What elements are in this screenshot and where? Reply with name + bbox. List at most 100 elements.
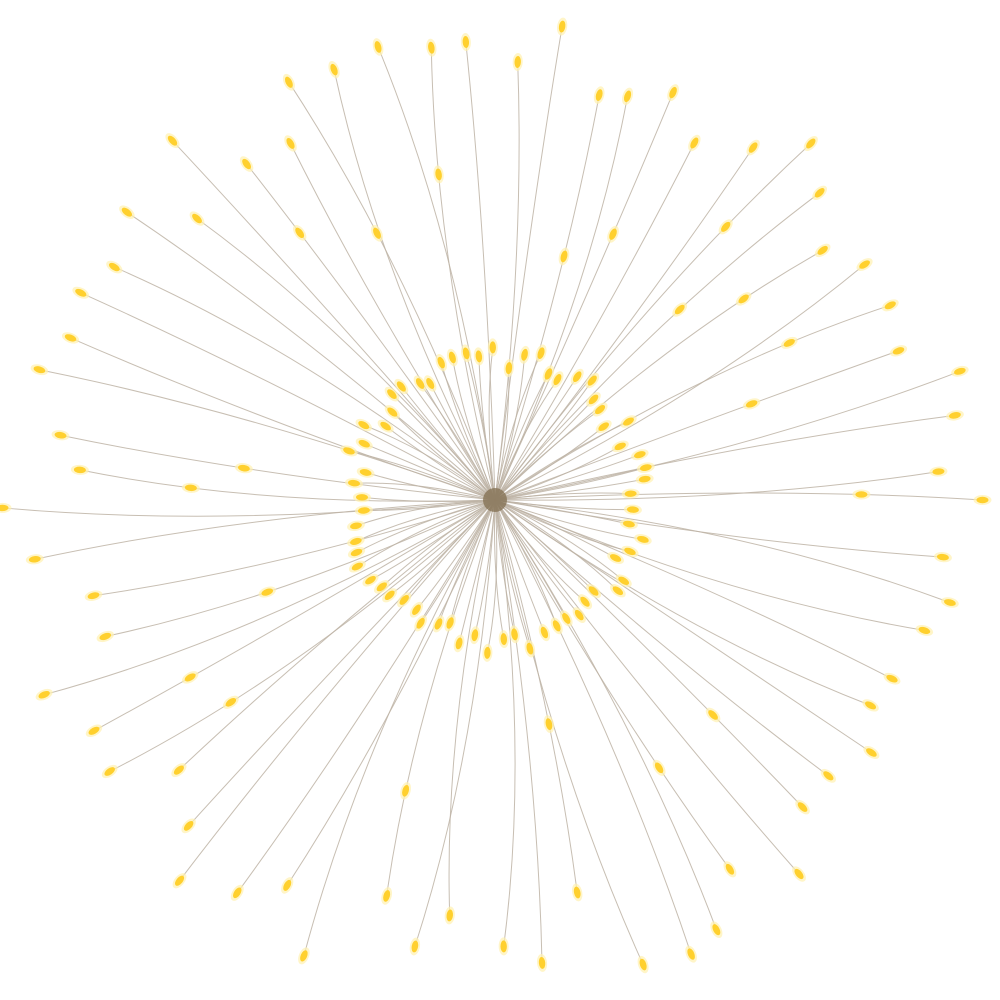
wire-strand	[494, 499, 578, 893]
led-bulb	[281, 877, 294, 894]
wire-strand	[494, 445, 621, 501]
led-bulb	[571, 883, 583, 902]
led-bulb	[620, 518, 638, 530]
wire-strand	[126, 211, 496, 501]
wire-strand	[303, 499, 496, 957]
wire-strand	[290, 143, 496, 501]
wire-strand	[370, 499, 496, 581]
wire-strand	[114, 266, 496, 501]
wire-strand	[493, 499, 505, 640]
led-bulb	[414, 615, 427, 632]
wire-strand	[494, 499, 692, 955]
led-bulb	[592, 402, 608, 417]
wire-strand	[494, 249, 823, 501]
wire-strand	[60, 434, 496, 501]
led-bulb	[623, 504, 642, 515]
wire-strand	[494, 499, 803, 808]
wire-strand	[429, 383, 496, 501]
led-bulb	[348, 560, 366, 573]
led-bulb	[355, 437, 373, 450]
wire-strand	[236, 499, 496, 894]
led-bulb	[586, 392, 601, 407]
wire-strand	[486, 499, 498, 653]
led-bulb	[397, 592, 412, 608]
led-bulb	[746, 139, 760, 156]
wire-strand	[377, 46, 496, 501]
led-bulb	[381, 887, 393, 905]
led-bulb	[469, 626, 480, 645]
wire-strand	[451, 357, 496, 501]
led-bulb	[235, 463, 253, 474]
wire-strand	[80, 292, 496, 501]
led-bulb	[355, 418, 372, 432]
led-bulb	[586, 583, 601, 599]
wire-strand	[494, 471, 939, 501]
led-bulb	[615, 574, 632, 588]
led-bulb	[570, 368, 584, 385]
center-hub	[483, 488, 507, 512]
led-bulbs	[0, 17, 992, 974]
led-bulb	[795, 799, 810, 815]
wire-strand	[93, 499, 496, 732]
led-bulb	[941, 597, 959, 608]
led-bulb	[792, 866, 806, 882]
led-bulb	[820, 768, 836, 783]
wire-strand	[178, 499, 496, 771]
led-bulb	[374, 580, 390, 594]
led-bulb	[413, 375, 427, 392]
wire-strand	[430, 47, 496, 501]
wire-strand	[494, 499, 616, 559]
led-bulb	[298, 947, 310, 965]
wire-strand	[494, 376, 578, 501]
led-bulb	[607, 552, 624, 564]
wire-strand	[465, 41, 496, 501]
led-bulb	[710, 921, 723, 939]
led-bulb	[946, 410, 964, 421]
wire-strand	[494, 499, 516, 635]
led-bulb	[803, 135, 818, 152]
led-bulb	[863, 746, 880, 760]
led-bulb	[852, 489, 871, 500]
led-bulb	[620, 415, 637, 428]
wire-strand	[364, 443, 496, 501]
wire-strand	[494, 499, 619, 592]
led-bulb	[239, 156, 254, 172]
led-bulb	[230, 884, 244, 901]
led-bulb	[340, 445, 358, 457]
led-bulb	[572, 607, 586, 623]
wire-strand	[494, 61, 520, 501]
led-bulb	[482, 643, 493, 662]
led-bulb	[25, 554, 44, 565]
wire-strand	[494, 373, 549, 501]
led-bulb	[409, 601, 424, 618]
led-bulb	[688, 134, 701, 152]
wire-strand	[494, 350, 899, 501]
wire-strand	[494, 499, 594, 592]
led-bulb	[542, 365, 555, 383]
wire-strand	[494, 499, 800, 875]
led-bulb	[593, 86, 605, 104]
led-bulb	[347, 520, 365, 532]
led-bulb	[622, 87, 634, 106]
wire-strand	[494, 143, 812, 501]
led-bulb	[559, 610, 573, 627]
led-bulb	[498, 630, 509, 649]
wire-strand	[494, 499, 872, 753]
led-bulb	[512, 52, 523, 71]
led-bulb	[607, 225, 619, 243]
led-bulb	[30, 364, 49, 376]
led-bulb	[354, 505, 373, 516]
led-bulb	[780, 336, 798, 349]
led-bulb	[498, 937, 509, 956]
led-bulb	[735, 292, 752, 306]
led-bulb	[432, 615, 445, 633]
wire-strand	[438, 499, 496, 625]
led-bulb	[585, 372, 600, 389]
led-bulb	[509, 625, 520, 644]
led-bulb	[814, 243, 831, 258]
led-bulb	[165, 133, 180, 149]
led-bulb	[883, 672, 901, 685]
wire-strand	[70, 337, 496, 501]
led-bulb	[85, 724, 103, 738]
led-bulb	[362, 573, 379, 587]
